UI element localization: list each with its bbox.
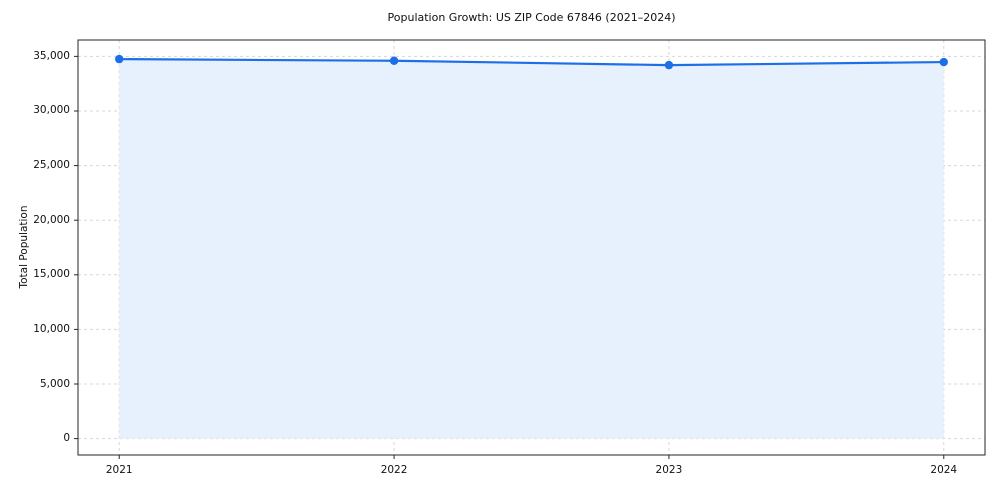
y-tick-label: 0 [63, 432, 70, 445]
y-tick-label: 10,000 [33, 322, 70, 335]
x-tick-label: 2024 [930, 464, 958, 476]
y-tick-label: 25,000 [33, 159, 70, 172]
x-tick-label: 2021 [105, 464, 133, 476]
y-tick-label: 5,000 [39, 377, 70, 390]
y-tick-label: 15,000 [33, 268, 70, 281]
x-tick-label: 2022 [380, 464, 408, 476]
y-tick-label: 35,000 [33, 49, 70, 62]
y-tick-label: 20,000 [33, 213, 70, 226]
chart-title: Population Growth: US ZIP Code 67846 (20… [387, 11, 676, 24]
y-tick-label: 30,000 [33, 104, 70, 117]
x-tick-label: 2023 [655, 464, 683, 476]
